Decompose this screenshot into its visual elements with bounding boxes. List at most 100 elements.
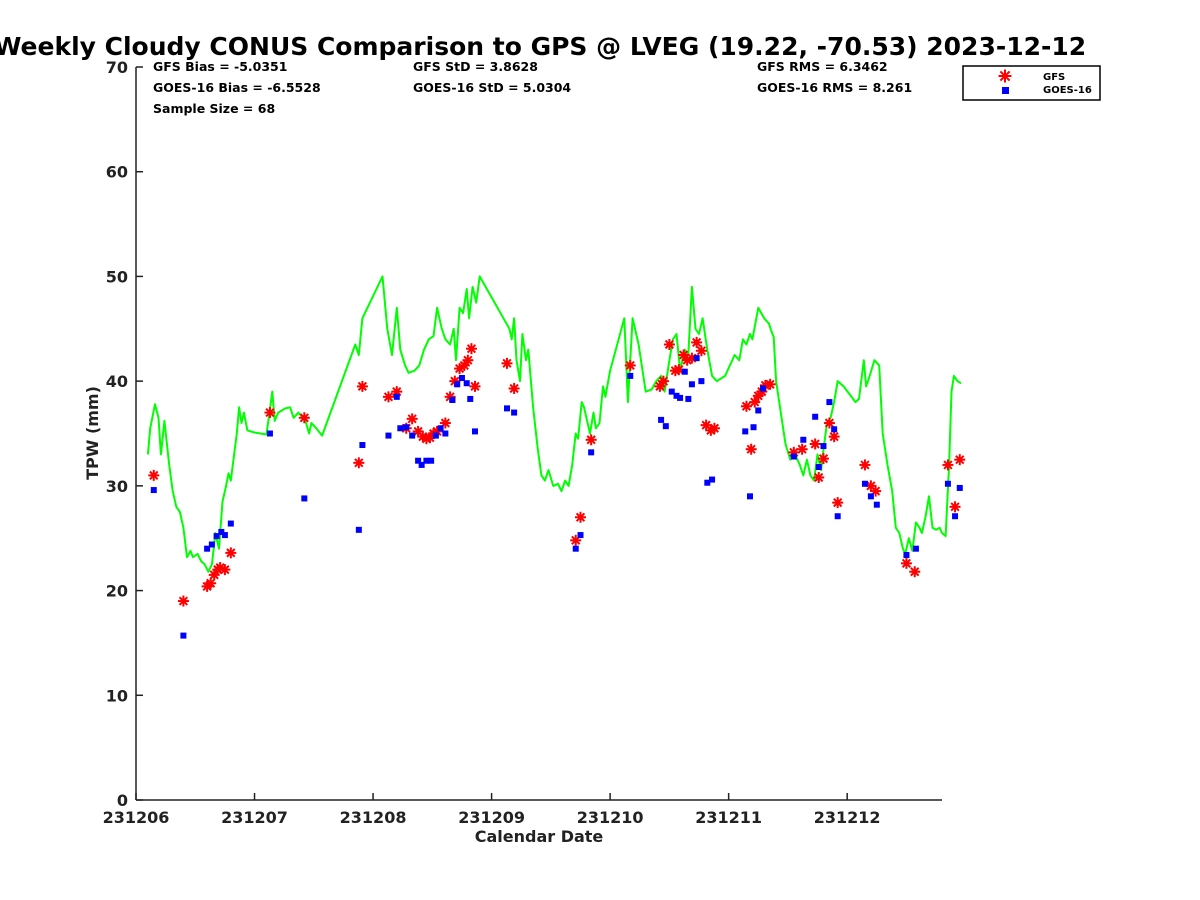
- series-line-gps: [146, 275, 962, 573]
- point-gfs-58: [796, 443, 808, 455]
- point-gfs-13: [382, 391, 394, 403]
- point-gfs-7: [219, 564, 231, 576]
- point-goes16-9: [301, 495, 308, 502]
- point-gfs-60: [813, 471, 825, 483]
- point-goes16-14: [397, 425, 404, 432]
- y-tick-label-10: 10: [106, 686, 128, 705]
- point-gfs-1: [177, 595, 189, 607]
- point-gfs-30: [469, 380, 481, 392]
- stat-gfs-rms: GFS RMS = 6.3462: [757, 59, 888, 74]
- point-gfs-39: [663, 338, 675, 350]
- point-goes16-19: [423, 457, 430, 464]
- point-gfs-16: [406, 413, 418, 425]
- x-tick-label-231208: 231208: [340, 808, 407, 827]
- x-tick-label-231211: 231211: [695, 808, 762, 827]
- point-gfs-65: [859, 459, 871, 471]
- legend-goes16-marker: [1002, 87, 1009, 94]
- point-gfs-38: [657, 375, 669, 387]
- point-goes16-34: [588, 449, 595, 456]
- point-gfs-71: [949, 501, 961, 513]
- x-tick-label-231207: 231207: [221, 808, 288, 827]
- point-gfs-69: [909, 566, 921, 578]
- stat-goes-rms: GOES-16 RMS = 8.261: [757, 80, 912, 95]
- y-tick-label-30: 30: [106, 477, 128, 496]
- point-goes16-31: [511, 409, 518, 416]
- point-goes16-47: [709, 476, 716, 483]
- point-goes16-13: [393, 393, 400, 400]
- point-goes16-18: [418, 461, 425, 468]
- point-goes16-26: [458, 375, 465, 382]
- point-gfs-35: [585, 434, 597, 446]
- point-goes16-3: [208, 541, 215, 548]
- point-goes16-52: [760, 385, 767, 392]
- point-gfs-11: [353, 457, 365, 469]
- point-goes16-45: [698, 378, 705, 385]
- point-goes16-48: [742, 428, 749, 435]
- point-gfs-70: [942, 459, 954, 471]
- point-gfs-50: [740, 400, 752, 412]
- stat-sample-size: Sample Size = 68: [153, 101, 275, 116]
- point-goes16-51: [755, 407, 762, 414]
- point-goes16-46: [704, 479, 711, 486]
- point-goes16-49: [746, 493, 753, 500]
- point-goes16-15: [403, 424, 410, 431]
- chart-title: Weekly Cloudy CONUS Comparison to GPS @ …: [0, 32, 1086, 61]
- point-goes16-23: [442, 430, 449, 437]
- point-goes16-64: [903, 551, 910, 558]
- point-gfs-0: [148, 469, 160, 481]
- point-goes16-17: [415, 457, 422, 464]
- y-tick-label-70: 70: [106, 58, 128, 77]
- point-goes16-65: [912, 545, 919, 552]
- point-gfs-3: [205, 577, 217, 589]
- legend-box: [962, 65, 1101, 101]
- point-gfs-10: [298, 412, 310, 424]
- point-gfs-34: [574, 511, 586, 523]
- x-axis-ticks: 231206 231207 231208 231209 231210 231211 2312…: [103, 793, 881, 827]
- point-gfs-62: [823, 417, 835, 429]
- point-goes16-38: [668, 388, 675, 395]
- point-goes16-61: [861, 480, 868, 487]
- point-gfs-4: [208, 569, 220, 581]
- point-gfs-51: [745, 443, 757, 455]
- point-goes16-21: [432, 432, 439, 439]
- point-goes16-5: [218, 528, 225, 535]
- point-gfs-49: [708, 422, 720, 434]
- point-goes16-30: [503, 405, 510, 412]
- point-goes16-56: [815, 464, 822, 471]
- y-axis-ticks: 0 10 20 30 40 50 60 70: [106, 58, 143, 810]
- point-goes16-20: [428, 457, 435, 464]
- point-goes16-40: [677, 394, 684, 401]
- y-axis-label: TPW (mm): [83, 386, 102, 480]
- point-goes16-36: [658, 416, 665, 423]
- point-gfs-8: [225, 547, 237, 559]
- point-goes16-24: [449, 396, 456, 403]
- point-goes16-25: [454, 381, 461, 388]
- point-goes16-58: [826, 399, 833, 406]
- x-axis-label: Calendar Date: [475, 827, 604, 846]
- point-goes16-27: [463, 380, 470, 387]
- point-goes16-35: [627, 372, 634, 379]
- point-goes16-39: [673, 392, 680, 399]
- point-goes16-55: [812, 413, 819, 420]
- point-goes16-1: [180, 632, 187, 639]
- point-goes16-22: [437, 425, 444, 432]
- point-goes16-42: [685, 395, 692, 402]
- point-gfs-12: [356, 380, 368, 392]
- point-goes16-53: [790, 453, 797, 460]
- y-tick-label-40: 40: [106, 372, 128, 391]
- point-goes16-2: [204, 545, 211, 552]
- point-goes16-33: [577, 532, 584, 539]
- plot-area: [146, 275, 966, 639]
- legend-gfs-marker: [998, 69, 1012, 83]
- point-gfs-56: [764, 378, 776, 390]
- point-gfs-36: [624, 359, 636, 371]
- point-goes16-54: [800, 436, 807, 443]
- legend-gfs-label: GFS: [1043, 72, 1065, 83]
- point-goes16-67: [952, 513, 959, 520]
- point-goes16-68: [956, 484, 963, 491]
- point-goes16-7: [227, 520, 234, 527]
- point-goes16-32: [572, 545, 579, 552]
- point-goes16-16: [409, 432, 416, 439]
- stat-gfs-std: GFS StD = 3.8628: [413, 59, 538, 74]
